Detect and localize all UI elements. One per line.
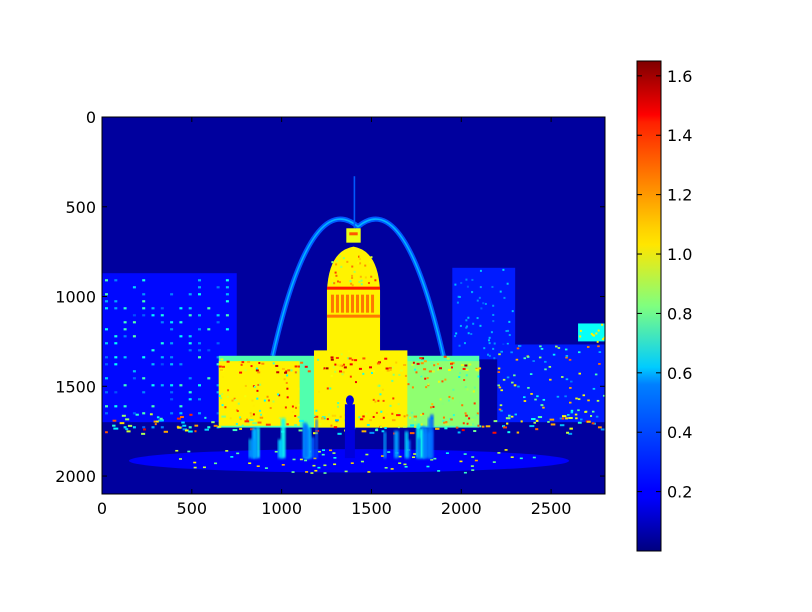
region-left-building (102, 273, 237, 428)
region-far-right-lights (578, 323, 606, 342)
colorbar-tick-label: 1.4 (667, 126, 692, 145)
region-courthouse-right-wing (407, 361, 481, 427)
colorbar-tick-label: 0.6 (667, 364, 692, 383)
x-tick-label: 2500 (531, 499, 572, 518)
y-tick-label: 0 (86, 108, 96, 127)
plot-area (102, 117, 607, 494)
region-courthouse-center (314, 350, 408, 428)
colorbar-tick-label: 0.4 (667, 423, 692, 442)
x-tick-label: 500 (177, 499, 208, 518)
colorbar-tick-label: 0.8 (667, 304, 692, 323)
colorbar-tick-label: 1.2 (667, 186, 692, 205)
colorbar-tick-label: 1.0 (667, 245, 692, 264)
region-lantern (346, 228, 360, 242)
region-spire (354, 176, 356, 228)
y-tick-label: 2000 (55, 467, 96, 486)
x-tick-label: 0 (97, 499, 107, 518)
y-tick-label: 1500 (55, 377, 96, 396)
x-tick-label: 1000 (261, 499, 302, 518)
colorbar-tick-label: 1.6 (667, 67, 692, 86)
region-statue (345, 395, 355, 458)
x-tick-label: 1500 (351, 499, 392, 518)
x-tick-label: 2000 (441, 499, 482, 518)
region-right-low-building (497, 344, 607, 423)
colorbar: 0.2 0.4 0.6 0.8 1.0 1.2 1.4 1.6 (637, 61, 692, 551)
colorbar-gradient (637, 61, 661, 551)
region-dome (327, 247, 380, 356)
y-tick-label: 500 (65, 198, 96, 217)
colorbar-tick-label: 0.2 (667, 483, 692, 502)
y-tick-label: 1000 (55, 288, 96, 307)
